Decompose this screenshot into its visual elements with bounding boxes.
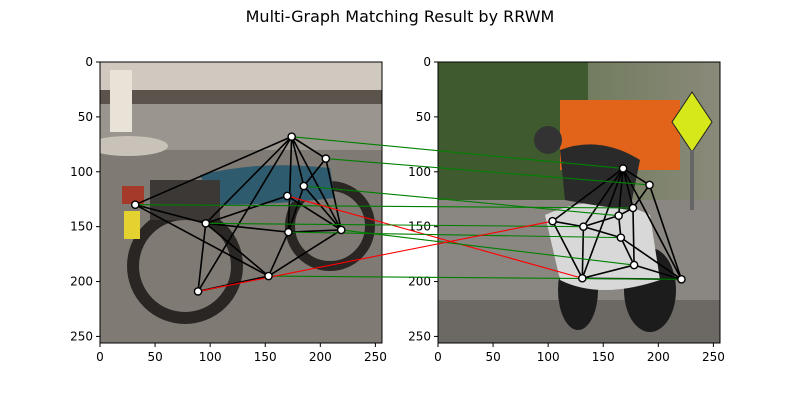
left-graph-edge xyxy=(268,229,342,277)
left-y-tick-label: 200 xyxy=(70,275,93,289)
correct-match-line xyxy=(268,275,682,280)
left-graph-edge xyxy=(134,135,292,206)
match-lines xyxy=(135,136,682,292)
left-graph-edge xyxy=(290,136,305,187)
left-y-tick-label: 250 xyxy=(70,329,93,343)
left-y-tick-label: 50 xyxy=(78,110,93,124)
left-x-tick-label: 0 xyxy=(96,350,104,364)
left-image xyxy=(100,62,382,343)
right-graph-edge xyxy=(620,236,682,280)
right-graph-edge xyxy=(632,184,651,209)
right-y-tick-label: 100 xyxy=(408,165,431,179)
right-graph-edge xyxy=(632,207,635,266)
right-graph-edge xyxy=(583,214,619,228)
right-keypoint xyxy=(629,260,639,270)
right-y-tick-label: 0 xyxy=(423,55,431,69)
left-graph-edge xyxy=(291,135,327,160)
left-graph-edge xyxy=(205,136,293,224)
right-x-tick-label: 50 xyxy=(485,350,500,364)
left-graph-edge xyxy=(205,222,289,233)
right-x-tick-label: 0 xyxy=(434,350,442,364)
left-keypoint xyxy=(284,227,293,237)
right-keypoint xyxy=(618,164,628,173)
chart-title: Multi-Graph Matching Result by RRWM xyxy=(246,7,555,26)
right-graph-edge xyxy=(622,168,683,280)
right-keypoint xyxy=(645,180,654,190)
left-keypoint xyxy=(282,191,292,201)
left-graph-edge xyxy=(134,203,269,277)
right-graph-edge xyxy=(633,264,682,281)
right-graph-edge xyxy=(622,168,634,209)
left-graph-edge xyxy=(290,136,342,231)
left-keypoint xyxy=(130,200,140,209)
right-keypoint xyxy=(614,211,623,220)
right-keypoint xyxy=(677,275,686,284)
left-graph-edge xyxy=(205,195,288,225)
right-y-tick-label: 250 xyxy=(408,329,431,343)
right-axes-frame xyxy=(437,61,721,344)
right-x-tick-label: 100 xyxy=(537,350,560,364)
left-x-tick-label: 250 xyxy=(364,350,387,364)
right-keypoint xyxy=(548,216,557,226)
left-graph-edge xyxy=(205,222,270,277)
correct-match-line xyxy=(341,229,635,266)
wrong-match-line xyxy=(287,195,583,279)
left-graph-edge xyxy=(267,231,290,277)
right-graph-edge xyxy=(551,220,584,279)
left-axes-frame xyxy=(99,61,383,344)
correct-match-line xyxy=(325,158,650,186)
left-keypoint xyxy=(264,271,273,281)
left-y-tick-label: 100 xyxy=(70,165,93,179)
correct-match-line xyxy=(135,204,633,209)
right-keypoint xyxy=(628,203,638,213)
right-x-tick-label: 150 xyxy=(592,350,615,364)
left-keypoint xyxy=(201,219,211,228)
left-keypoint xyxy=(336,225,346,235)
right-graph-edge xyxy=(552,220,584,228)
right-x-tick-label: 250 xyxy=(702,350,725,364)
right-graph-edge xyxy=(622,167,650,186)
left-graph-edge xyxy=(197,223,207,292)
left-y-tick-label: 150 xyxy=(70,220,93,234)
right-keypoint xyxy=(578,273,587,283)
right-keypoint xyxy=(579,222,588,231)
left-graph-edge xyxy=(287,136,293,233)
keypoints xyxy=(130,132,686,296)
left-graph-edge xyxy=(303,158,327,187)
wrong-match-line xyxy=(197,220,553,292)
right-graph-edge xyxy=(648,184,683,280)
right-graph-edge xyxy=(583,225,622,239)
left-keypoint xyxy=(287,132,296,141)
left-x-tick-label: 50 xyxy=(147,350,162,364)
right-y-tick-label: 150 xyxy=(408,220,431,234)
right-y-tick-label: 200 xyxy=(408,275,431,289)
right-graph-edge xyxy=(620,237,635,266)
right-image xyxy=(438,62,720,343)
correct-match-line xyxy=(303,185,619,217)
left-keypoint xyxy=(193,287,203,296)
right-x-tick-label: 200 xyxy=(647,350,670,364)
right-keypoint xyxy=(616,233,626,242)
left-graph-edge xyxy=(325,158,343,231)
right-graph-edge xyxy=(581,226,585,279)
left-x-tick-label: 150 xyxy=(254,350,277,364)
correct-match-line xyxy=(205,222,584,228)
left-keypoint xyxy=(321,154,331,163)
left-graph-edge xyxy=(135,203,206,225)
left-keypoint xyxy=(299,181,309,191)
correct-match-line xyxy=(291,136,624,170)
left-graph-edge xyxy=(303,185,342,231)
right-y-tick-label: 50 xyxy=(416,110,431,124)
right-graph-edge xyxy=(582,168,624,228)
left-x-tick-label: 100 xyxy=(199,350,222,364)
left-y-tick-label: 0 xyxy=(85,55,93,69)
left-x-tick-label: 200 xyxy=(309,350,332,364)
left-graph-edge xyxy=(197,136,293,292)
right-graph-edge xyxy=(582,264,635,280)
right-graph-edge xyxy=(552,167,624,222)
